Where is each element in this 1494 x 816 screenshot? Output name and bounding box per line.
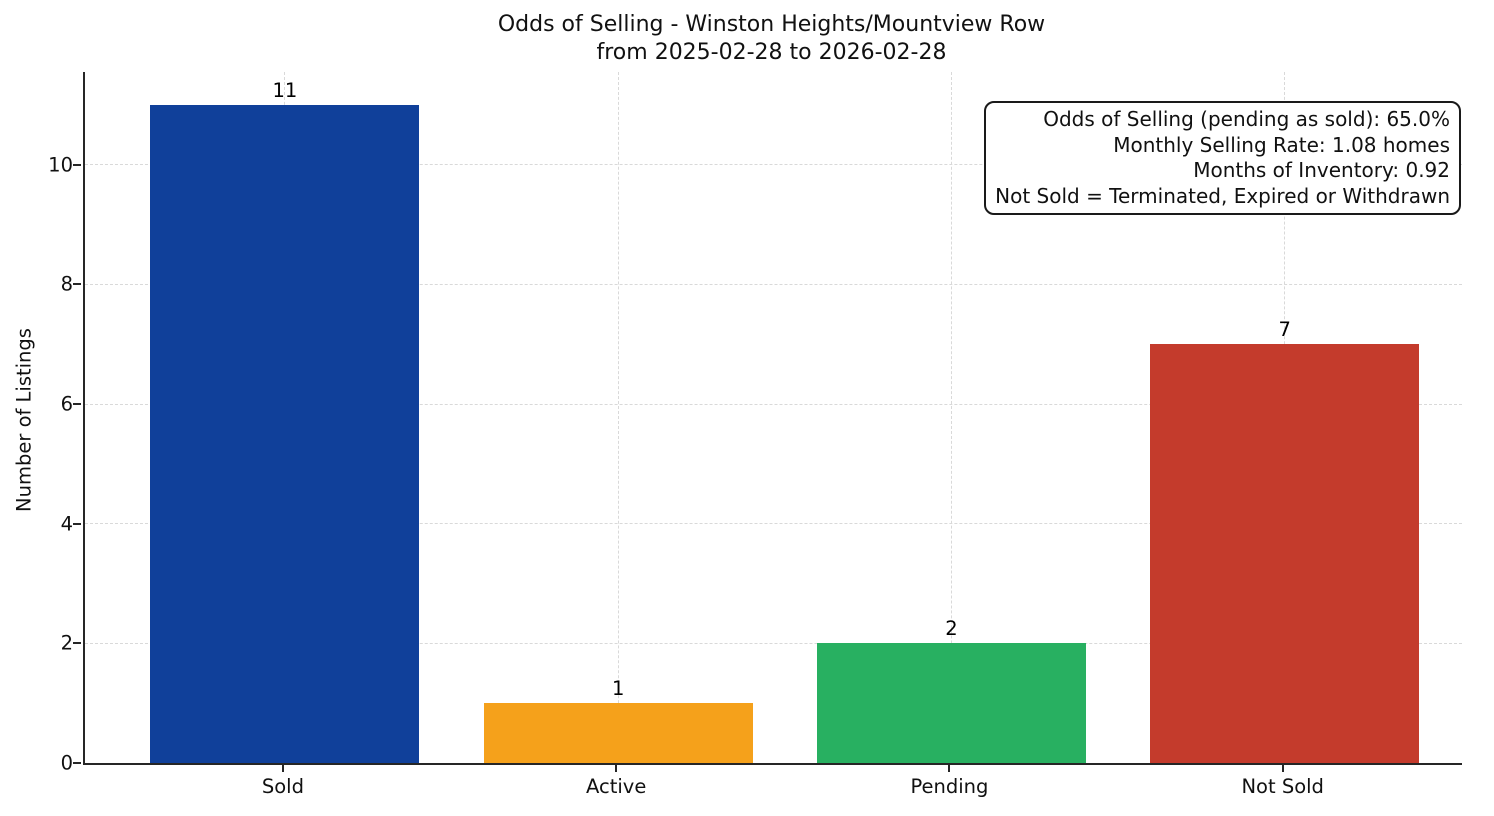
bar-value-label: 1	[611, 677, 625, 701]
y-gridline	[85, 283, 1462, 285]
y-tick-mark	[73, 283, 81, 286]
stats-annotation-box: Odds of Selling (pending as sold): 65.0%…	[984, 101, 1461, 215]
x-gridline	[617, 72, 619, 763]
y-tick-mark	[73, 762, 81, 764]
x-tick-label: Active	[586, 775, 647, 798]
y-gridline	[85, 642, 1462, 644]
x-tick-mark	[948, 765, 951, 772]
y-tick-label: 10	[48, 153, 73, 177]
y-tick-label: 2	[60, 631, 73, 655]
y-gridline	[85, 403, 1462, 405]
chart-title: Odds of Selling - Winston Heights/Mountv…	[83, 11, 1460, 67]
bar-not-sold	[1150, 344, 1420, 763]
not-sold-definition: Not Sold = Terminated, Expired or Withdr…	[995, 183, 1450, 208]
y-tick-label: 4	[60, 512, 73, 536]
bar-active	[483, 703, 753, 763]
bar-sold	[150, 104, 420, 763]
x-tick-label: Sold	[261, 775, 304, 798]
bar-value-label: 7	[1278, 318, 1291, 342]
x-tick-label: Not Sold	[1241, 775, 1324, 798]
y-gridline	[85, 523, 1462, 525]
y-tick-mark	[73, 522, 81, 525]
y-tick-mark	[73, 642, 81, 645]
chart-title-line1: Odds of Selling - Winston Heights/Mountv…	[497, 12, 1046, 37]
x-tick-mark	[1281, 765, 1284, 772]
bar-pending	[816, 643, 1086, 763]
chart-title-line2: from 2025-02-28 to 2026-02-28	[596, 40, 947, 65]
stat-months-of-inventory: Months of Inventory: 0.92	[1193, 158, 1450, 182]
plot-area: 11 1 2 7	[83, 72, 1462, 765]
y-tick-mark	[73, 403, 81, 406]
x-tick-mark	[615, 765, 618, 772]
y-axis-label: Number of Listings	[12, 328, 36, 512]
stat-monthly-selling-rate: Monthly Selling Rate: 1.08 homes	[1113, 132, 1450, 157]
x-tick-mark	[281, 765, 284, 772]
y-tick-label: 0	[60, 751, 73, 775]
y-tick-label: 8	[60, 272, 73, 296]
y-gridline	[85, 164, 1462, 166]
bar-value-label: 11	[272, 78, 298, 102]
y-tick-mark	[73, 163, 81, 166]
stat-odds-of-selling: Odds of Selling (pending as sold): 65.0%	[1043, 107, 1450, 131]
x-tick-label: Pending	[910, 775, 989, 798]
bar-value-label: 2	[945, 617, 958, 641]
x-gridline	[950, 72, 952, 763]
